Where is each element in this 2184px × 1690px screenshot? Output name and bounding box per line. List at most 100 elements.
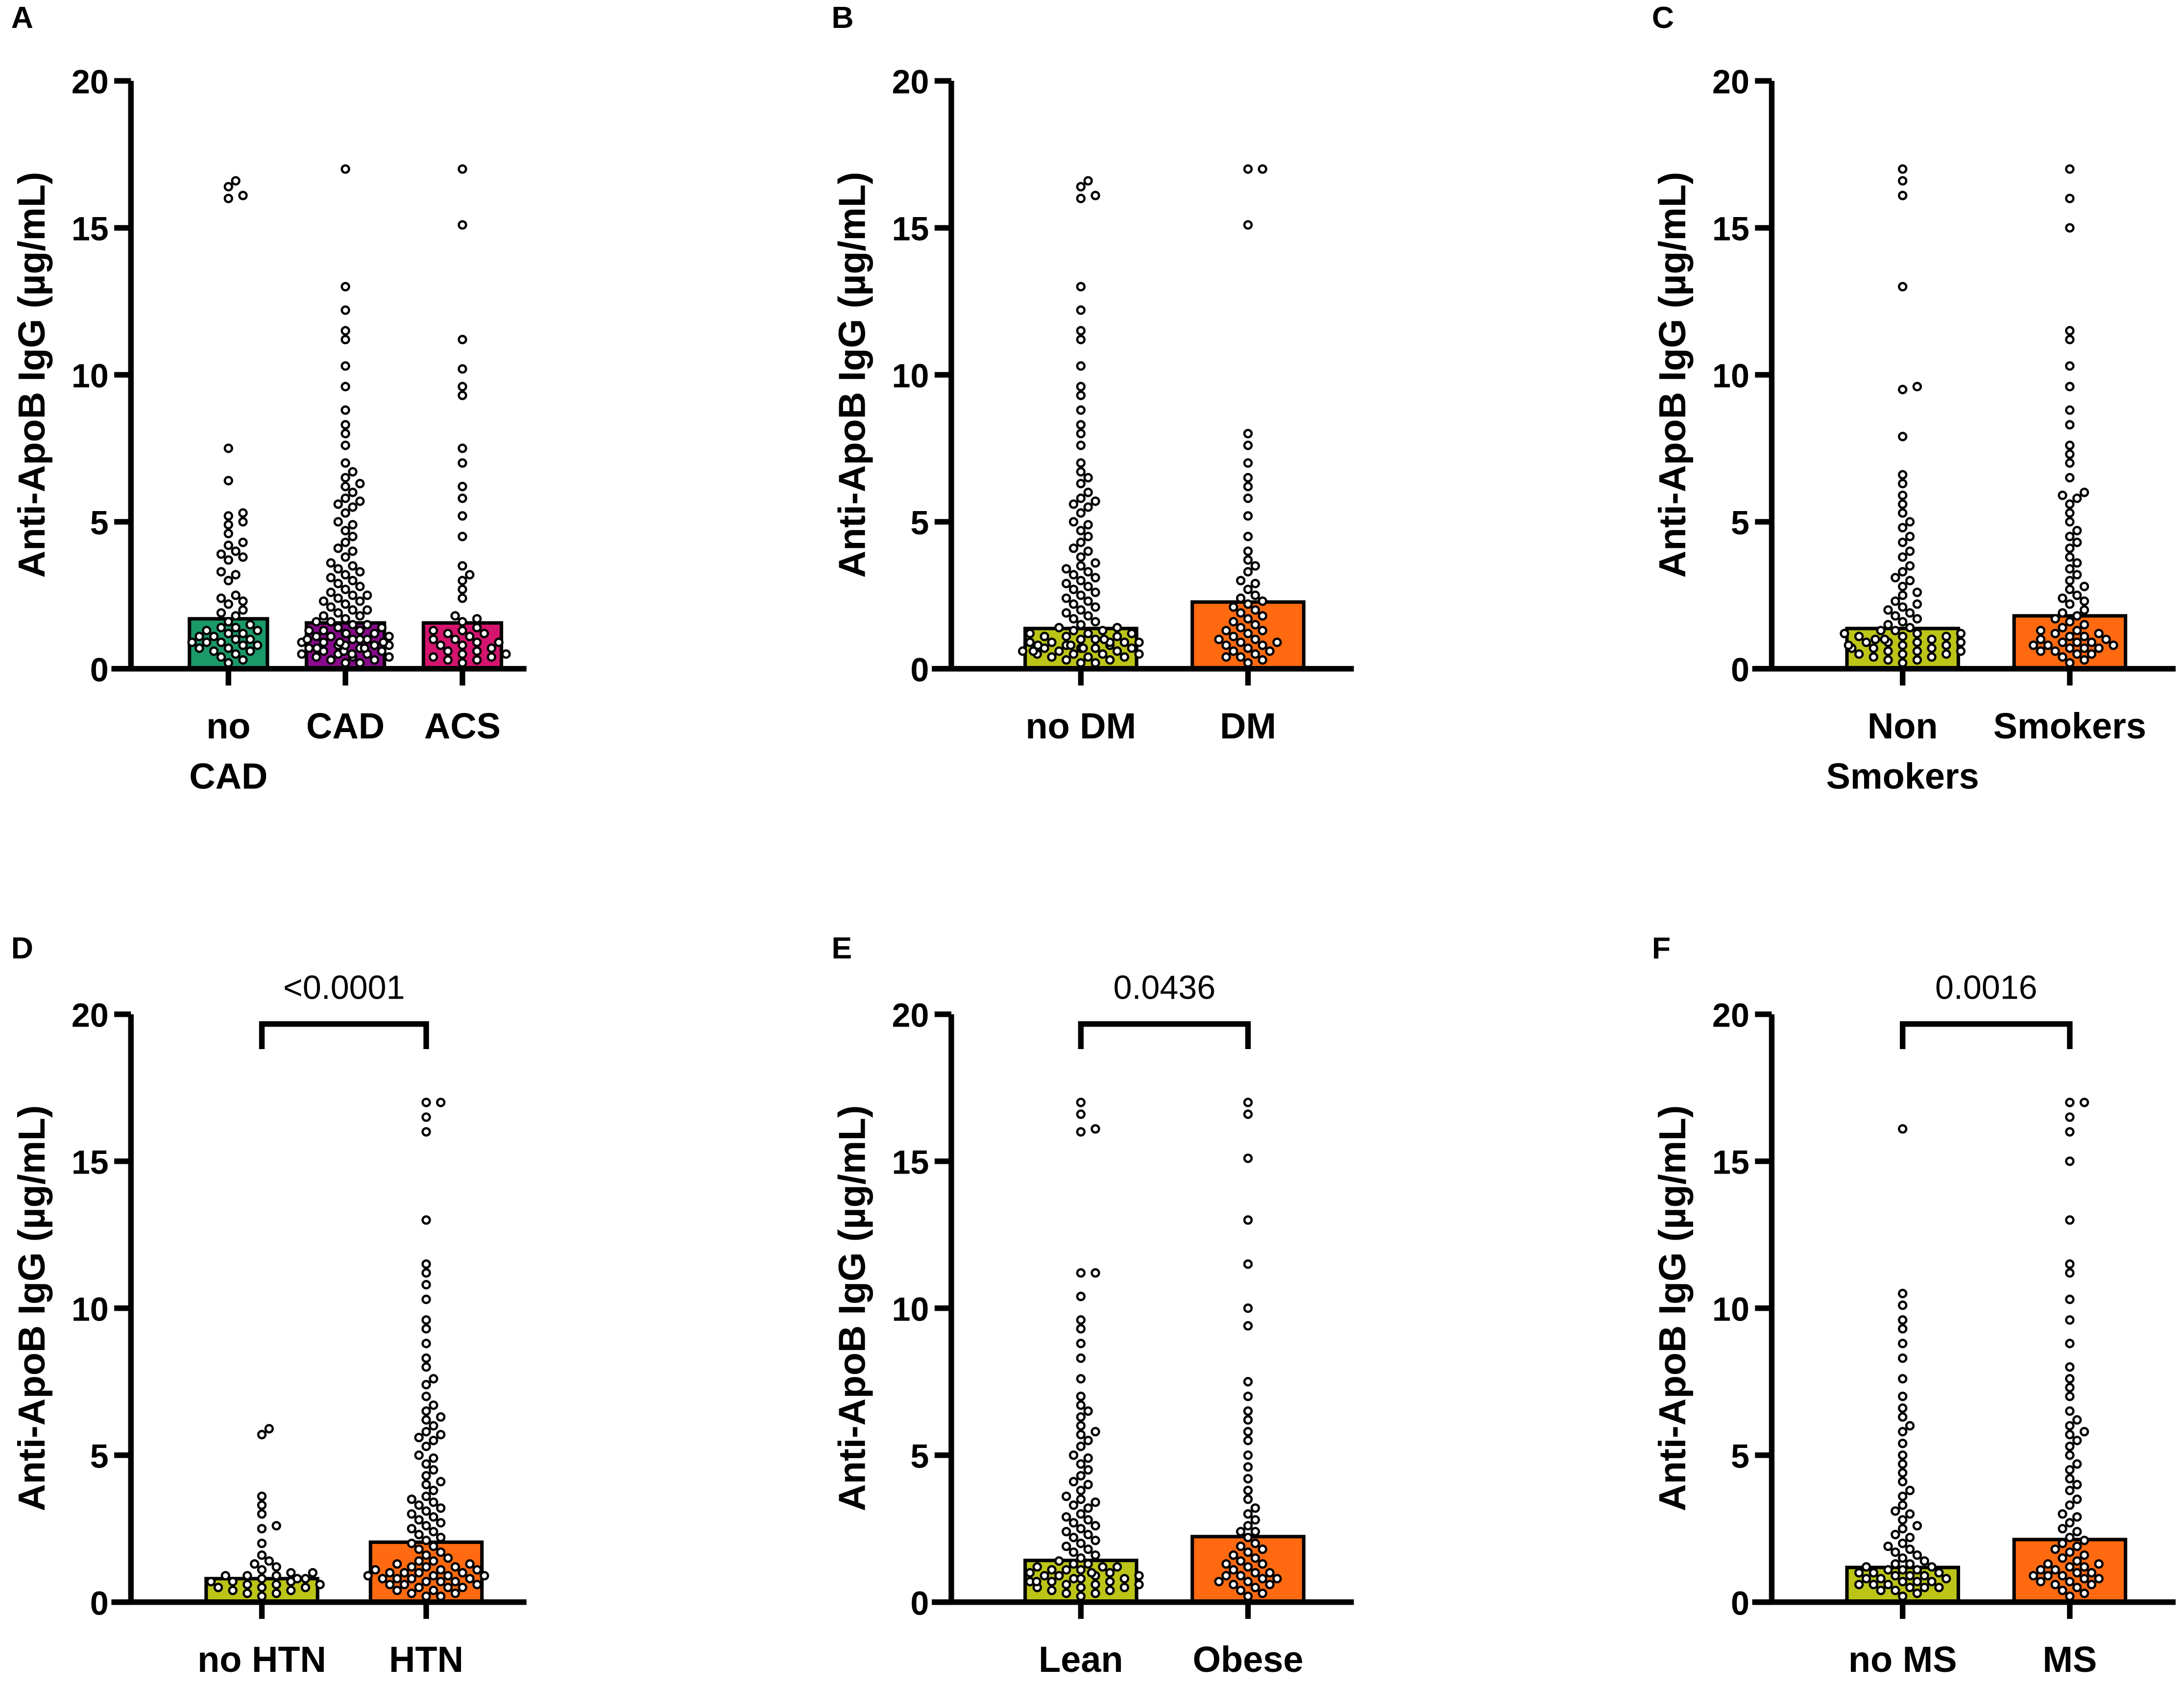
data-point bbox=[473, 647, 481, 655]
data-point bbox=[2044, 641, 2052, 649]
data-point bbox=[1085, 533, 1092, 540]
data-point bbox=[1048, 1578, 1055, 1585]
data-point bbox=[1252, 1516, 1259, 1523]
data-point bbox=[1077, 1375, 1085, 1382]
y-tick-label: 20 bbox=[72, 997, 109, 1034]
data-point bbox=[218, 638, 225, 646]
y-axis-label: Anti-ApoB IgG (µg/mL) bbox=[11, 172, 53, 578]
data-point bbox=[218, 594, 225, 602]
data-point bbox=[1266, 647, 1274, 655]
data-point bbox=[1085, 547, 1092, 555]
y-tick-label: 15 bbox=[892, 211, 929, 248]
data-point bbox=[1092, 1590, 1099, 1597]
data-point bbox=[2088, 638, 2095, 646]
y-tick-label: 20 bbox=[892, 997, 929, 1034]
data-point bbox=[1259, 627, 1266, 634]
y-tick-label: 5 bbox=[1731, 1438, 1749, 1475]
data-point bbox=[1085, 1481, 1092, 1488]
data-point bbox=[1128, 630, 1136, 637]
data-point bbox=[2066, 586, 2073, 593]
data-point bbox=[408, 1495, 415, 1503]
data-point bbox=[444, 647, 452, 655]
data-point bbox=[2052, 1581, 2059, 1588]
data-point bbox=[1041, 633, 1048, 640]
p-value-label: <0.0001 bbox=[283, 969, 405, 1006]
data-point bbox=[423, 1428, 430, 1435]
data-point bbox=[371, 656, 378, 663]
data-point bbox=[1244, 568, 1252, 575]
data-point bbox=[273, 1563, 280, 1570]
data-point bbox=[287, 1587, 294, 1594]
data-point bbox=[430, 636, 437, 643]
data-point bbox=[1928, 644, 1936, 652]
data-point bbox=[1252, 580, 1259, 587]
data-point bbox=[1128, 644, 1136, 652]
x-tick-label: no MS bbox=[1848, 1639, 1957, 1680]
data-point bbox=[316, 1581, 324, 1588]
data-point bbox=[1070, 1534, 1077, 1541]
data-point bbox=[430, 1572, 437, 1579]
data-point bbox=[2066, 1128, 2073, 1136]
data-point bbox=[1899, 177, 1906, 185]
data-point bbox=[356, 612, 364, 619]
data-point bbox=[2073, 650, 2081, 658]
data-point bbox=[2073, 591, 2081, 599]
data-point bbox=[1899, 1290, 1906, 1297]
data-point bbox=[423, 1281, 430, 1288]
data-point bbox=[1121, 1584, 1128, 1591]
data-point bbox=[1070, 1575, 1077, 1582]
data-point bbox=[1048, 653, 1055, 661]
x-tick-label: ACS bbox=[424, 706, 501, 746]
data-point bbox=[2073, 1460, 2081, 1468]
data-point bbox=[1136, 1572, 1143, 1579]
data-point bbox=[1085, 521, 1092, 529]
data-point bbox=[1099, 1563, 1106, 1570]
data-point bbox=[258, 1575, 266, 1582]
data-point bbox=[203, 638, 210, 646]
data-point bbox=[415, 1451, 423, 1459]
data-point bbox=[2066, 1422, 2073, 1429]
data-point bbox=[1106, 656, 1114, 663]
data-point bbox=[2059, 1510, 2066, 1518]
data-point bbox=[2059, 1587, 2066, 1594]
data-point bbox=[266, 1557, 273, 1565]
panel-label: F bbox=[1652, 931, 1671, 965]
data-point bbox=[1092, 1581, 1099, 1588]
data-point bbox=[437, 1431, 444, 1438]
data-point bbox=[225, 659, 232, 666]
y-tick-label: 5 bbox=[1731, 504, 1749, 541]
data-point bbox=[1899, 1440, 1906, 1447]
y-tick-label: 15 bbox=[72, 211, 109, 248]
data-point bbox=[2073, 1557, 2081, 1565]
data-point bbox=[437, 1566, 444, 1573]
data-point bbox=[2059, 653, 2066, 661]
data-point bbox=[1077, 1472, 1085, 1479]
data-point bbox=[1077, 1393, 1085, 1400]
data-point bbox=[2103, 636, 2110, 643]
data-point bbox=[342, 383, 349, 391]
data-point bbox=[305, 644, 313, 652]
data-point bbox=[349, 468, 357, 476]
panel-label: A bbox=[11, 0, 33, 35]
data-point bbox=[2095, 1575, 2103, 1582]
data-point bbox=[2073, 1584, 2081, 1591]
data-point bbox=[342, 430, 349, 438]
data-point bbox=[1899, 510, 1906, 517]
x-tick-label: Obese bbox=[1192, 1639, 1303, 1680]
data-point bbox=[423, 1472, 430, 1479]
data-point bbox=[1899, 1428, 1906, 1435]
data-point bbox=[444, 630, 452, 637]
data-point bbox=[1077, 1111, 1085, 1118]
data-point bbox=[2044, 1560, 2052, 1568]
data-point bbox=[2081, 1563, 2088, 1570]
data-point bbox=[430, 1454, 437, 1462]
data-point bbox=[293, 1575, 301, 1582]
data-point bbox=[459, 1569, 466, 1576]
data-point bbox=[1259, 612, 1266, 619]
data-point bbox=[1063, 1493, 1070, 1500]
data-point bbox=[1906, 624, 1914, 631]
data-point bbox=[1244, 1416, 1252, 1423]
data-point bbox=[2073, 527, 2081, 535]
data-point bbox=[1244, 1451, 1252, 1459]
data-point bbox=[1244, 1260, 1252, 1268]
